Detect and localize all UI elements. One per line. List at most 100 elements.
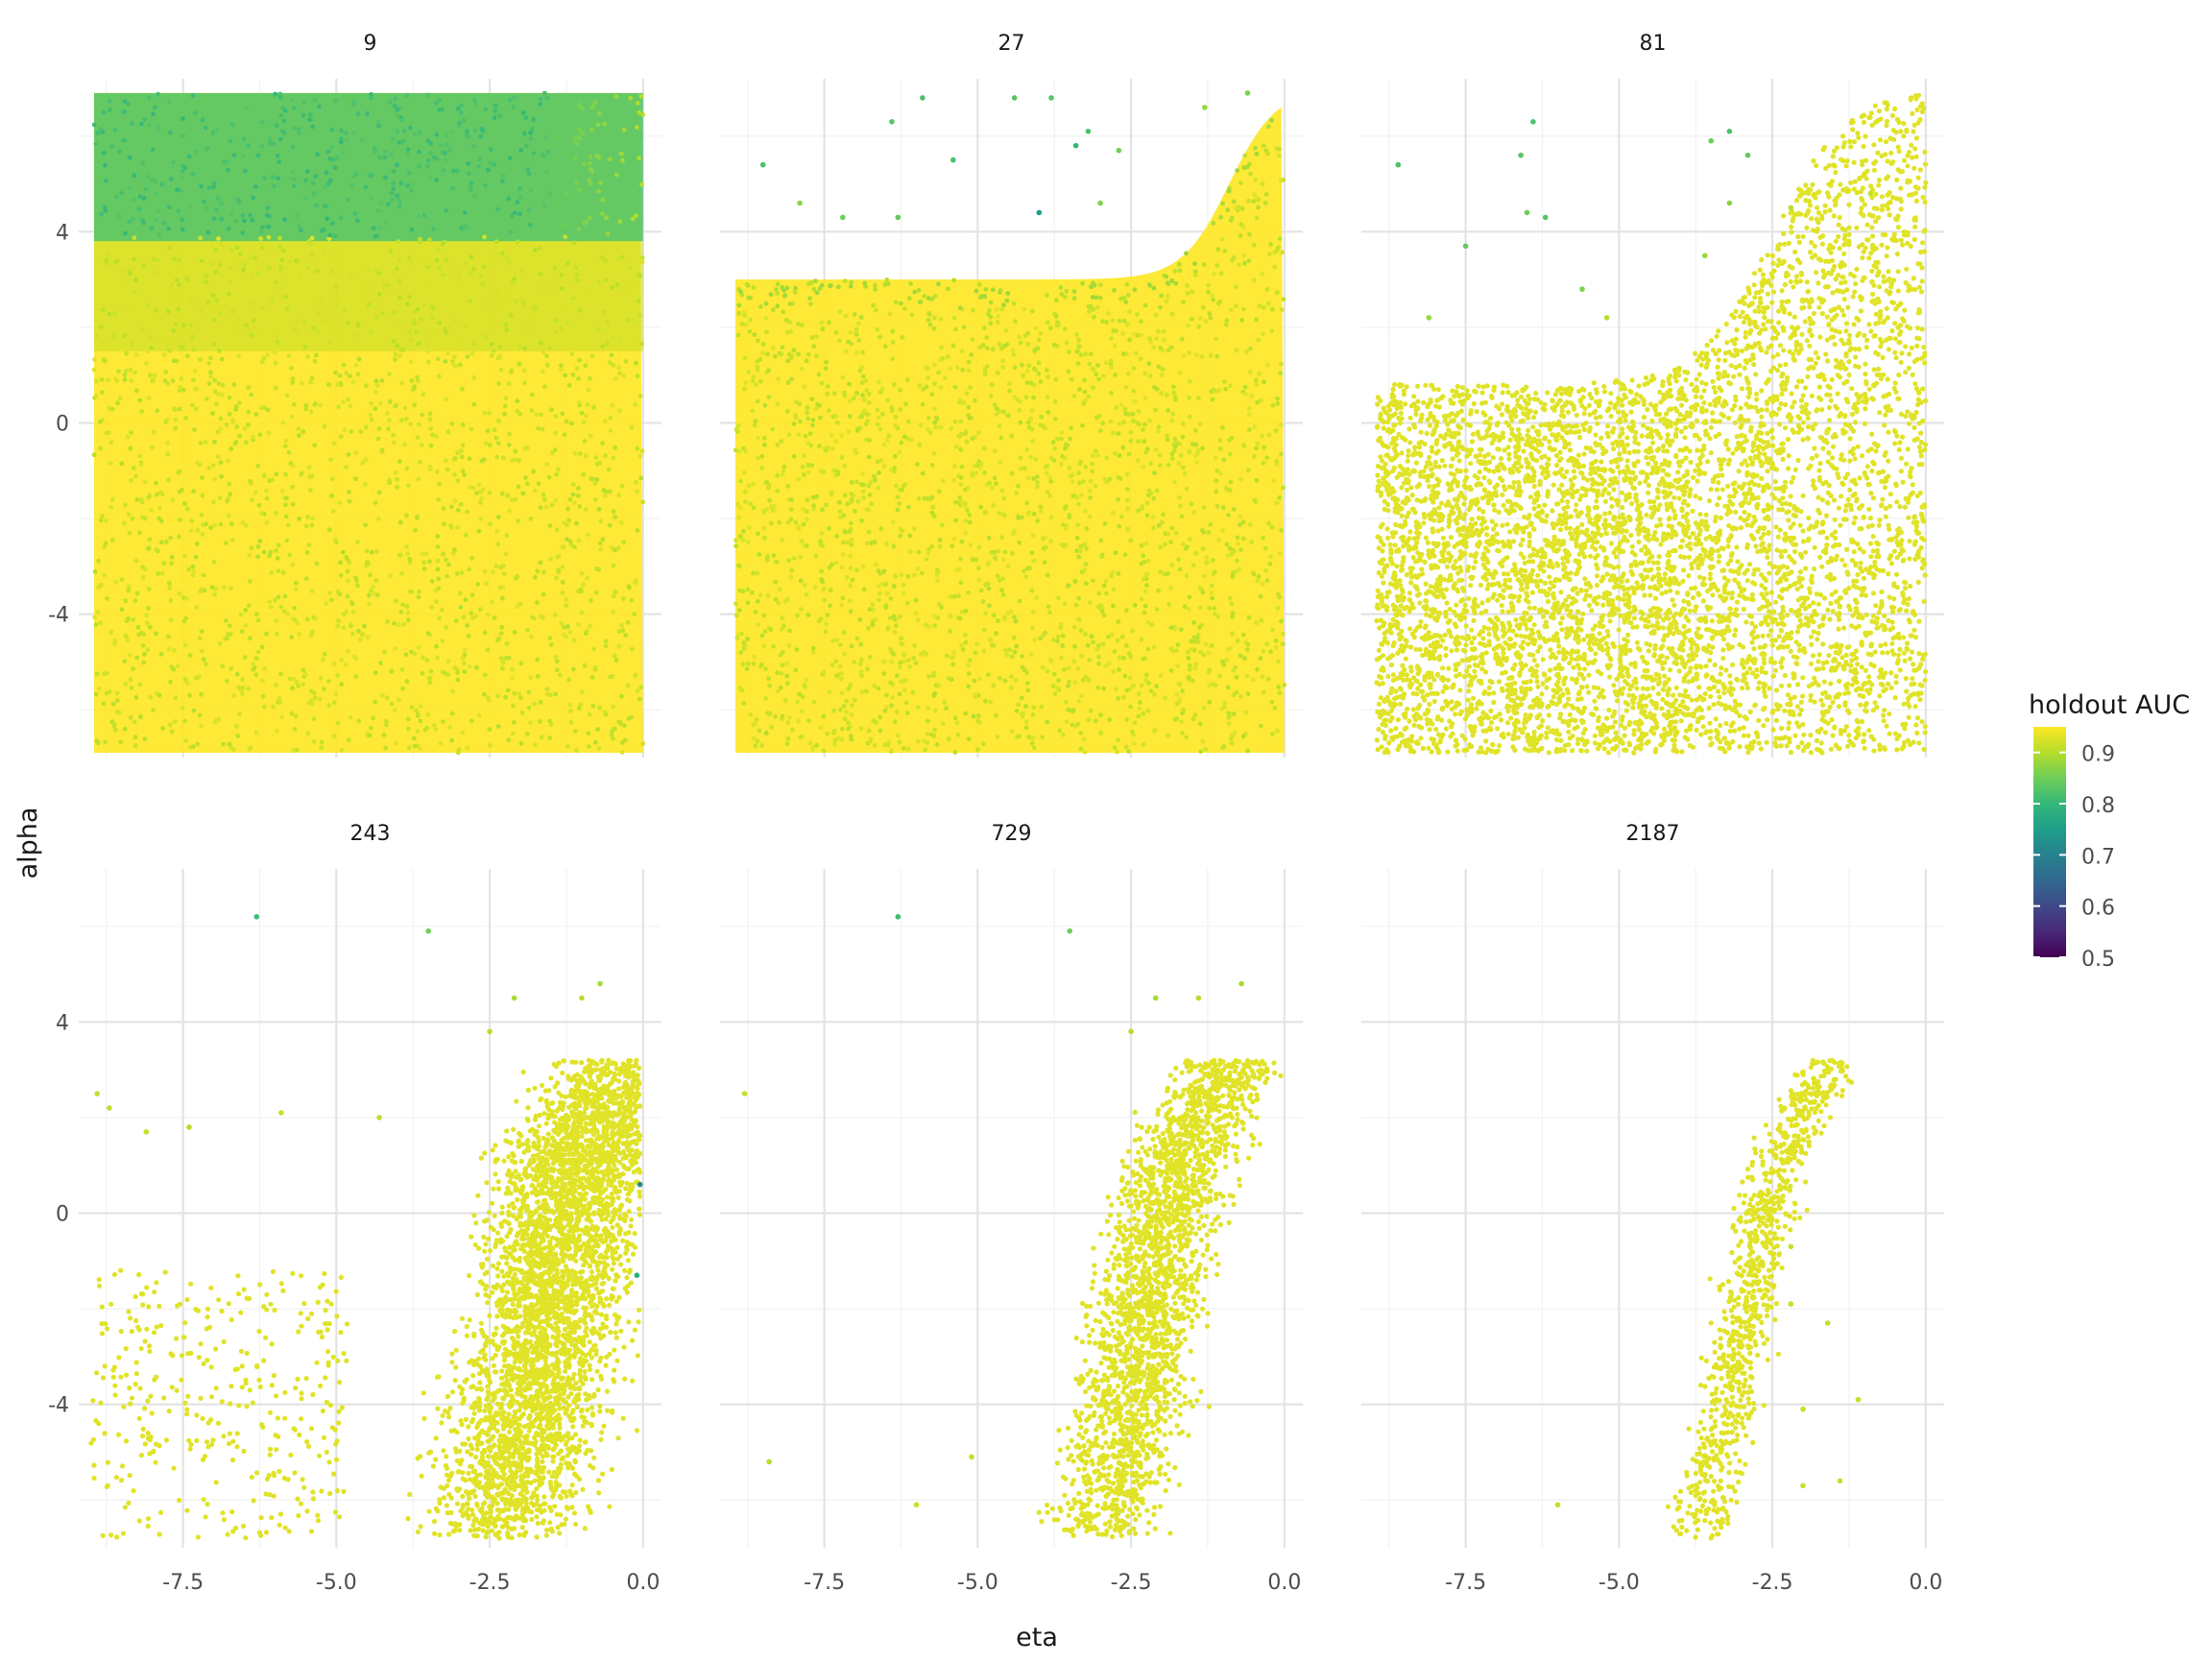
data-point (338, 374, 343, 378)
data-point (952, 537, 957, 542)
data-point (254, 656, 259, 661)
data-point (1695, 419, 1699, 423)
data-point (545, 687, 550, 691)
data-point (172, 406, 177, 411)
data-point (1808, 203, 1813, 207)
data-point (151, 377, 156, 382)
data-point (605, 341, 610, 346)
data-point (1137, 409, 1142, 414)
data-point (128, 446, 132, 451)
data-point (1072, 296, 1077, 301)
data-point (922, 294, 926, 299)
data-point (469, 611, 473, 615)
data-point (987, 481, 992, 486)
data-point (819, 531, 824, 536)
data-point (1136, 439, 1141, 444)
data-point (1047, 610, 1052, 615)
data-point (748, 296, 753, 301)
data-point (604, 643, 609, 648)
data-point (1124, 717, 1129, 722)
data-point (348, 499, 352, 504)
data-point (1031, 559, 1036, 564)
data-point (534, 268, 539, 273)
data-point (745, 666, 750, 671)
data-point (1035, 474, 1040, 479)
data-point (1235, 559, 1239, 564)
data-point (450, 711, 455, 716)
data-point (362, 624, 367, 629)
data-point (174, 426, 179, 431)
data-point (1241, 735, 1246, 739)
data-point (200, 494, 204, 498)
data-point (282, 119, 287, 124)
data-point (567, 497, 572, 502)
data-point (1863, 746, 1867, 751)
data-point (808, 301, 813, 306)
data-point (402, 129, 407, 133)
data-point (392, 169, 397, 174)
data-point (1034, 457, 1039, 462)
data-point (260, 678, 265, 683)
data-point (275, 123, 279, 128)
data-point (1178, 697, 1183, 702)
data-point (1100, 609, 1105, 614)
data-point (325, 205, 329, 209)
data-point (925, 557, 929, 562)
data-point (1281, 632, 1286, 637)
data-point (168, 536, 173, 541)
data-point (774, 597, 779, 602)
data-point (202, 200, 206, 205)
data-point (598, 181, 603, 185)
data-point (825, 732, 830, 736)
data-point (1061, 634, 1066, 639)
data-point (815, 402, 820, 407)
data-point (465, 129, 469, 133)
data-point (1256, 442, 1261, 446)
data-point (224, 541, 228, 545)
data-point (612, 594, 616, 599)
data-point (453, 456, 458, 461)
data-point (1254, 318, 1259, 323)
data-point (435, 133, 440, 137)
data-point (1141, 711, 1145, 716)
data-point (1200, 354, 1205, 359)
data-point (1155, 607, 1160, 612)
data-point (619, 694, 624, 699)
data-point (620, 254, 625, 259)
data-point (639, 94, 644, 99)
data-point (1166, 433, 1170, 438)
data-point (145, 349, 150, 353)
data-point (617, 720, 622, 725)
data-point (1131, 419, 1136, 423)
data-point (256, 618, 261, 623)
data-point (465, 272, 469, 277)
data-point (453, 364, 458, 369)
data-point (877, 687, 881, 691)
data-point (751, 374, 756, 379)
data-point (1100, 319, 1105, 324)
data-point (1106, 311, 1111, 316)
data-point (554, 414, 559, 419)
data-point (528, 131, 533, 135)
data-point (1188, 667, 1192, 672)
data-point (469, 427, 474, 432)
data-point (932, 623, 937, 628)
data-point (820, 283, 825, 288)
data-point (894, 415, 899, 420)
data-point (1068, 466, 1072, 470)
data-point (1080, 281, 1085, 286)
data-point (1188, 594, 1192, 599)
data-point (1201, 546, 1206, 551)
data-point (445, 133, 449, 138)
data-point (541, 427, 545, 432)
data-point (434, 178, 439, 182)
data-point (162, 352, 167, 357)
data-point (486, 695, 491, 700)
data-point (1184, 735, 1189, 739)
data-point (1207, 530, 1212, 535)
data-point (1177, 495, 1182, 500)
data-point (427, 334, 432, 339)
data-point (1087, 362, 1092, 367)
data-point (1084, 562, 1089, 566)
data-point (1143, 604, 1148, 609)
